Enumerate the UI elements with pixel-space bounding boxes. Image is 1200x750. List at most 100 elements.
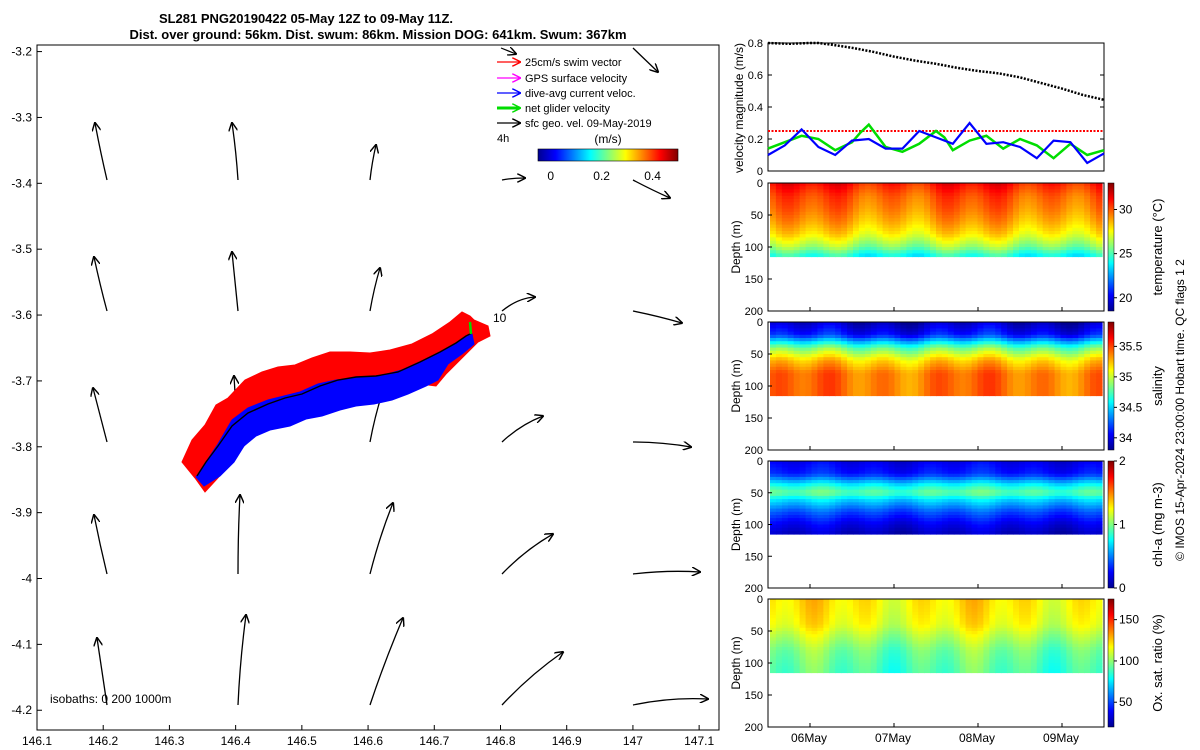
section-cell (983, 338, 990, 342)
section-cell (781, 224, 789, 229)
section-cell (864, 386, 872, 390)
section-cell (1066, 192, 1073, 197)
section-cell (882, 243, 890, 248)
section-cell (989, 218, 996, 222)
section-cell (989, 502, 996, 506)
section-cell (1019, 205, 1026, 210)
section-cell (817, 518, 824, 522)
section-cell (1024, 476, 1032, 481)
section-cell (1078, 366, 1085, 371)
section-cell (894, 237, 901, 242)
section-cell (912, 489, 919, 494)
section-cell (811, 486, 818, 491)
section-cell (930, 518, 937, 522)
section-cell (805, 637, 813, 642)
section-cell (1030, 344, 1038, 349)
section-colorbar-tick-label: 34 (1119, 431, 1133, 445)
section-cell (787, 467, 795, 472)
section-cell (989, 643, 996, 648)
section-cell (858, 183, 866, 187)
section-cell (1001, 331, 1008, 336)
section-cell (1013, 382, 1020, 387)
section-cell (811, 338, 818, 342)
section-cell (947, 373, 955, 377)
section-cell (912, 483, 919, 487)
section-cell (1096, 495, 1103, 500)
section-cell (894, 505, 901, 510)
section-cell (947, 640, 955, 645)
section-cell (959, 615, 967, 619)
section-cell (1072, 486, 1079, 491)
section-cell (977, 627, 984, 632)
section-cell (947, 183, 955, 187)
section-cell (947, 202, 955, 206)
section-cell (989, 486, 996, 491)
section-cell (1072, 502, 1079, 506)
section-cell (965, 640, 973, 645)
section-cell (1030, 322, 1038, 326)
section-cell (1066, 480, 1073, 484)
section-cell (1013, 215, 1020, 219)
section-cell (1048, 524, 1056, 529)
section-cell (1001, 653, 1008, 658)
section-cell (876, 495, 884, 500)
section-cell (894, 480, 901, 484)
section-cell (770, 350, 777, 355)
section-cell (947, 215, 955, 219)
section-cell (1090, 392, 1097, 397)
section-cell (775, 499, 783, 503)
section-cell (900, 618, 907, 622)
section-cell (930, 608, 937, 613)
section-cell (799, 631, 807, 635)
section-cell (936, 650, 943, 654)
section-cell (829, 211, 836, 216)
section-cell (971, 669, 979, 674)
section-cell (941, 221, 949, 226)
section-cell (1090, 486, 1097, 491)
section-cell (995, 224, 1002, 229)
section-cell (1013, 189, 1020, 194)
map-x-axis: 146.1 146.2 146.3 146.4 146.5 146.6 146.7 146.8… (22, 725, 714, 748)
section-cell (918, 211, 925, 216)
section-cell (770, 527, 777, 532)
section-cell (864, 502, 872, 506)
section-cell (1084, 183, 1091, 187)
section-cell (1078, 527, 1085, 532)
section-cell (930, 224, 937, 229)
section-cell (870, 669, 878, 674)
section-cell (805, 599, 813, 603)
section-cell (953, 669, 961, 674)
section-cell (775, 502, 783, 506)
section-cell (1084, 341, 1091, 345)
section-cell (775, 215, 783, 219)
section-cell (1066, 199, 1073, 203)
section-cell (924, 347, 931, 352)
section-cell (823, 382, 830, 387)
section-cell (971, 492, 979, 497)
section-cell (924, 205, 931, 210)
section-cell (775, 392, 783, 397)
section-cell (936, 350, 943, 355)
section-cell (805, 208, 813, 213)
section-cell (906, 357, 913, 361)
section-cell (906, 334, 913, 339)
section-cell (811, 227, 818, 232)
section-cell (793, 605, 801, 610)
geo-arrow (94, 515, 108, 575)
section-cell (770, 224, 777, 229)
section-cell (1072, 350, 1079, 355)
section-cell (829, 328, 836, 333)
velocity-panel: 00.20.40.60.8 velocity magnitude (m/s) (732, 38, 1105, 178)
section-cell (971, 618, 979, 622)
section-cell (888, 195, 896, 200)
section-cell (787, 205, 795, 210)
section-cell (799, 640, 807, 645)
section-cell (770, 624, 777, 629)
section-cell (787, 608, 795, 613)
section-cell (983, 211, 990, 216)
section-cell (870, 186, 878, 190)
section-cell (953, 489, 961, 494)
section-cell (983, 183, 990, 187)
section-cell (1036, 341, 1044, 345)
section-cell (817, 508, 824, 513)
